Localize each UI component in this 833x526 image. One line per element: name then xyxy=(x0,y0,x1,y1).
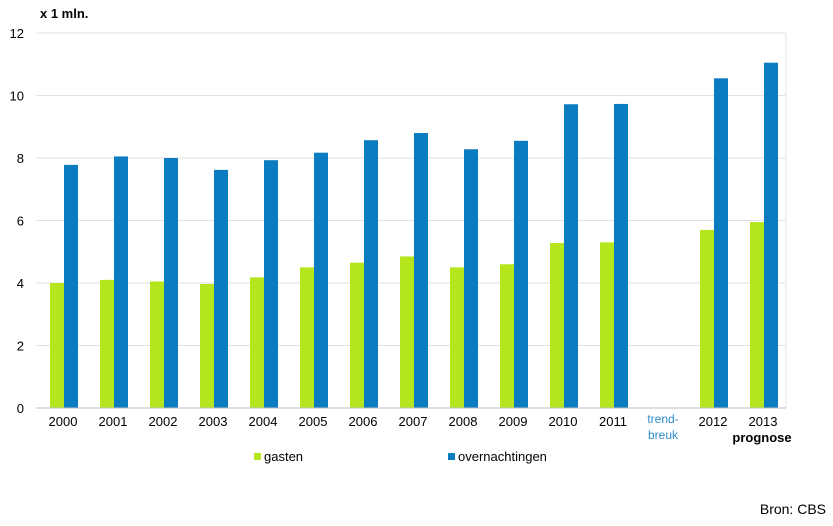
x-tick-label: 2013 xyxy=(749,414,778,429)
bar-overnachtingen-2001 xyxy=(114,156,128,408)
bar-overnachtingen-2013 xyxy=(764,62,778,408)
x-tick-label: 2012 xyxy=(699,414,728,429)
trend-break-label-1: trend- xyxy=(647,412,678,426)
y-tick-label: 12 xyxy=(10,26,24,41)
bar-gasten-2007 xyxy=(400,256,414,408)
x-tick-label: 2007 xyxy=(399,414,428,429)
bar-overnachtingen-2010 xyxy=(564,104,578,408)
legend-label-overnachtingen: overnachtingen xyxy=(458,449,547,464)
bar-overnachtingen-2004 xyxy=(264,160,278,408)
legend-swatch-overnachtingen xyxy=(448,453,455,460)
trend-break-label-2: breuk xyxy=(648,428,679,442)
legend-label-gasten: gasten xyxy=(264,449,303,464)
bar-gasten-2009 xyxy=(500,264,514,408)
bar-gasten-2012 xyxy=(700,229,714,408)
x-tick-label: 2004 xyxy=(249,414,278,429)
bar-overnachtingen-2005 xyxy=(314,152,328,408)
bar-overnachtingen-2000 xyxy=(64,164,78,408)
legend: gasten overnachtingen xyxy=(254,449,547,464)
source-label: Bron: CBS xyxy=(760,501,826,517)
bar-gasten-2008 xyxy=(450,267,464,408)
bar-gasten-2004 xyxy=(250,277,264,408)
legend-swatch-gasten xyxy=(254,453,261,460)
y-tick-label: 6 xyxy=(17,214,24,229)
y-tick-label: 8 xyxy=(17,151,24,166)
bar-overnachtingen-2002 xyxy=(164,158,178,408)
x-tick-label: 2000 xyxy=(49,414,78,429)
y-tick-label: 10 xyxy=(10,89,24,104)
bar-gasten-2005 xyxy=(300,267,314,408)
bar-overnachtingen-2007 xyxy=(414,133,428,408)
y-tick-label: 4 xyxy=(17,276,24,291)
y-tick-label: 0 xyxy=(17,401,24,416)
bar-overnachtingen-2008 xyxy=(464,149,478,408)
x-tick-label: 2011 xyxy=(599,414,627,429)
x-axis-ticks: 2000 2001 2002 2003 2004 2005 2006 2007 2008 2009… xyxy=(49,414,778,429)
y-unit-label: x 1 mln. xyxy=(40,6,88,21)
y-axis-ticks: 0 2 4 6 8 10 12 xyxy=(10,26,24,416)
x-tick-label: 2003 xyxy=(199,414,228,429)
y-tick-label: 2 xyxy=(17,339,24,354)
x-tick-label: 2005 xyxy=(299,414,328,429)
bar-gasten-2002 xyxy=(150,281,164,408)
bar-gasten-2006 xyxy=(350,262,364,408)
x-tick-label: 2002 xyxy=(149,414,178,429)
bars xyxy=(50,62,778,408)
bar-gasten-2013 xyxy=(750,222,764,408)
bar-overnachtingen-2011 xyxy=(614,103,628,408)
x-tick-label: 2001 xyxy=(99,414,128,429)
forecast-label: prognose xyxy=(732,430,791,445)
bar-gasten-2011 xyxy=(600,242,614,408)
x-tick-label: 2008 xyxy=(449,414,478,429)
bar-gasten-2000 xyxy=(50,283,64,408)
x-tick-label: 2006 xyxy=(349,414,378,429)
bar-gasten-2003 xyxy=(200,283,214,408)
bar-gasten-2001 xyxy=(100,279,114,408)
bar-gasten-2010 xyxy=(550,243,564,408)
bar-overnachtingen-2009 xyxy=(514,140,528,408)
bar-overnachtingen-2006 xyxy=(364,140,378,408)
x-tick-label: 2010 xyxy=(549,414,578,429)
x-tick-label: 2009 xyxy=(499,414,528,429)
bar-overnachtingen-2003 xyxy=(214,169,228,408)
bar-overnachtingen-2012 xyxy=(714,78,728,408)
